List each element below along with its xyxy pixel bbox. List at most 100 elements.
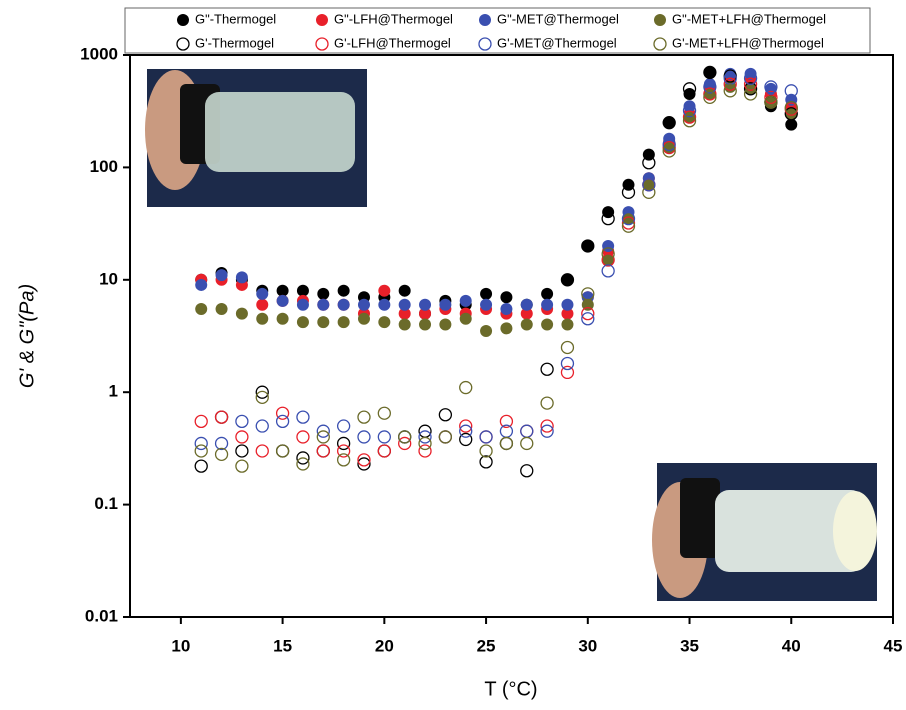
data-point: [296, 410, 310, 424]
legend-label: G'-LFH@Thermogel: [334, 35, 451, 50]
data-point: [662, 144, 676, 158]
data-point: [276, 284, 289, 297]
data-point: [642, 185, 656, 199]
data-point: [541, 318, 554, 331]
data-point: [418, 444, 432, 458]
data-point: [743, 87, 758, 101]
data-point: [723, 77, 737, 91]
data-point: [703, 66, 716, 79]
data-point: [581, 312, 595, 326]
data-point: [357, 312, 370, 325]
data-point: [662, 140, 676, 155]
data-point: [480, 325, 493, 338]
data-point: [357, 298, 370, 311]
data-point: [500, 291, 513, 304]
legend-label: G"-MET@Thermogel: [497, 11, 619, 26]
data-point: [479, 444, 493, 458]
data-point: [683, 100, 696, 113]
data-point: [256, 287, 269, 300]
data-point: [683, 87, 696, 100]
x-tick-label: 25: [477, 636, 496, 655]
data-point: [459, 312, 472, 325]
y-tick-label: 10: [99, 269, 118, 288]
data-point: [378, 298, 391, 311]
legend-label: G'-MET@Thermogel: [497, 35, 617, 50]
x-tick-label: 20: [375, 636, 394, 655]
data-point: [336, 419, 351, 433]
data-point: [561, 318, 574, 331]
data-point: [419, 318, 432, 331]
legend-marker: [653, 37, 667, 51]
data-point: [561, 298, 574, 311]
data-point: [560, 273, 575, 287]
data-point: [336, 453, 351, 467]
data-point: [255, 385, 269, 399]
legend-label: G"-LFH@Thermogel: [334, 11, 453, 26]
data-point: [703, 87, 716, 100]
data-point: [255, 390, 269, 404]
data-point: [194, 459, 208, 473]
data-point: [296, 316, 309, 329]
data-point: [743, 82, 758, 96]
data-point: [256, 298, 269, 311]
data-point: [499, 414, 514, 429]
data-point: [317, 298, 330, 311]
data-point: [561, 307, 574, 320]
data-point: [357, 453, 371, 467]
data-point: [540, 424, 554, 438]
data-point: [214, 447, 229, 461]
data-point: [296, 298, 309, 311]
data-point: [296, 284, 309, 297]
x-tick-label: 15: [273, 636, 292, 655]
y-tick-label: 1000: [80, 44, 118, 63]
data-point: [480, 287, 493, 300]
data-point: [682, 114, 697, 128]
data-point: [337, 298, 350, 311]
data-point: [214, 436, 229, 451]
x-tick-label: 10: [171, 636, 190, 655]
data-point: [560, 340, 575, 355]
data-point: [682, 110, 697, 124]
data-point: [398, 318, 411, 331]
data-point: [317, 287, 330, 300]
data-point: [743, 77, 758, 91]
data-point: [316, 424, 330, 438]
data-point: [357, 430, 371, 444]
data-point: [459, 424, 473, 438]
data-point: [743, 71, 758, 85]
data-point: [235, 307, 248, 320]
legend-label: G'-MET+LFH@Thermogel: [672, 35, 824, 50]
data-point: [601, 264, 615, 278]
photo-bottom: [652, 463, 877, 601]
data-point: [744, 82, 757, 95]
data-point: [235, 459, 249, 473]
data-point: [561, 273, 574, 286]
data-point: [214, 410, 229, 424]
data-point: [378, 284, 391, 297]
data-point: [256, 312, 269, 325]
data-point: [560, 365, 575, 380]
data-point: [560, 356, 575, 371]
data-point: [479, 455, 493, 469]
data-point: [621, 219, 636, 233]
data-point: [377, 406, 391, 420]
data-point: [682, 103, 697, 118]
data-point: [581, 306, 595, 321]
data-point: [601, 211, 615, 226]
legend-box: [124, 7, 871, 54]
data-point: [520, 318, 533, 331]
data-point: [418, 430, 432, 444]
data-point: [194, 436, 208, 451]
data-point: [764, 95, 778, 109]
y-axis-label: G' & G"(Pa): [16, 284, 38, 388]
data-point: [703, 90, 717, 104]
data-point: [255, 419, 269, 433]
data-point: [784, 101, 798, 115]
data-point: [215, 302, 228, 315]
data-point: [296, 457, 310, 471]
data-point: [520, 464, 534, 478]
data-point: [541, 287, 554, 300]
data-point: [682, 82, 697, 96]
data-point: [601, 253, 615, 267]
